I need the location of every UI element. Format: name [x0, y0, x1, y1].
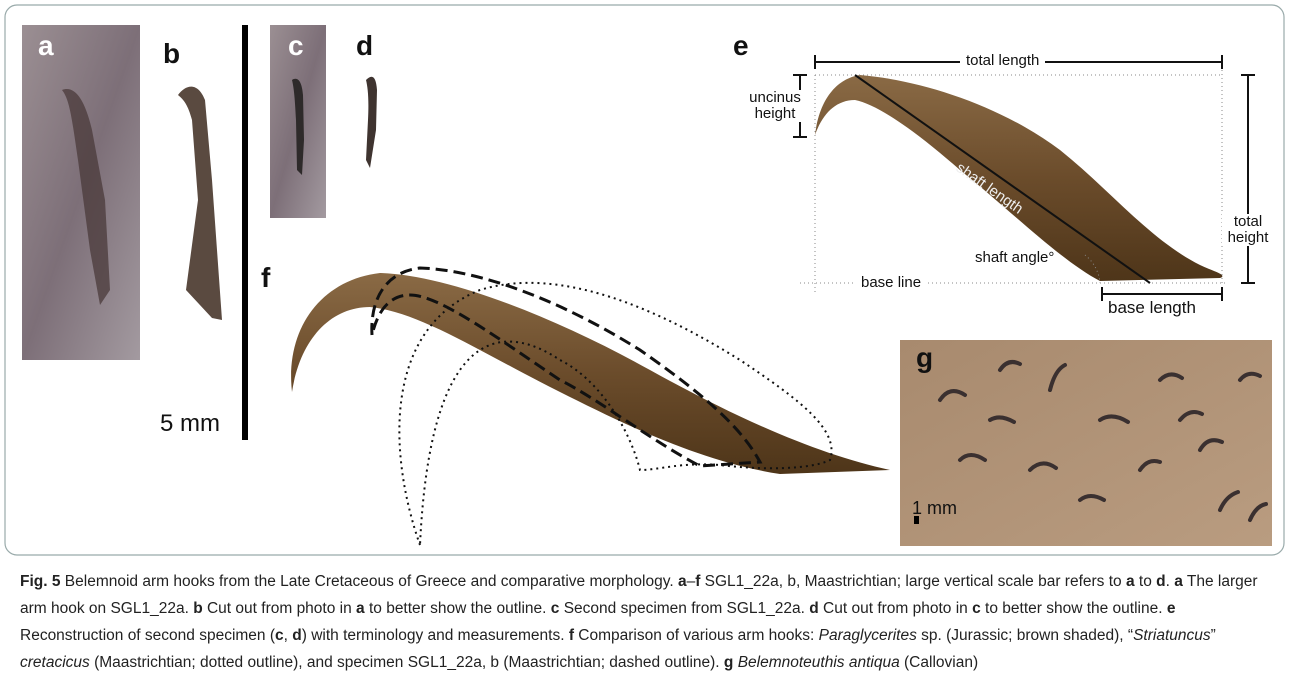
panel-label: g: [916, 342, 933, 374]
caption-run: ,: [284, 627, 293, 644]
measure-label: base line: [855, 275, 927, 291]
caption-run: a: [1174, 573, 1183, 590]
hook-b: [178, 87, 222, 320]
caption-run: g: [724, 654, 733, 671]
caption-run: a: [356, 600, 365, 617]
measure-label: shaft angle°: [975, 250, 1054, 266]
caption-run: Comparison of various arm hooks:: [574, 627, 819, 644]
caption-run: to: [1135, 573, 1157, 590]
panel-label: e: [733, 30, 749, 62]
measure-label: base length: [1108, 300, 1196, 316]
caption-run: Paraglycerites: [819, 627, 917, 644]
caption-run: cretacicus: [20, 654, 90, 671]
caption-run: Cut out from photo in: [819, 600, 972, 617]
caption-run: sp. (Jurassic; brown shaded), “: [917, 627, 1133, 644]
scale-label: 5 mm: [160, 410, 220, 438]
photo-a: [22, 25, 140, 360]
figure: [0, 0, 1290, 560]
caption-run: (Maastrichtian; dotted outline), and spe…: [90, 654, 724, 671]
panel-label: b: [163, 38, 180, 70]
caption-run: to better show the outline.: [981, 600, 1167, 617]
caption-run: Belemnoid arm hooks from the Late Cretac…: [60, 573, 677, 590]
panel-label: c: [288, 30, 304, 62]
caption-run: Belemnoteuthis antiqua: [738, 654, 900, 671]
caption-run: Reconstruction of second specimen (: [20, 627, 275, 644]
caption-run: (Callovian): [900, 654, 978, 671]
caption-run: d: [292, 627, 301, 644]
caption-run: SGL1_22a, b, Maastrichtian; large vertic…: [700, 573, 1126, 590]
caption-run: to better show the outline.: [365, 600, 551, 617]
caption-run: a: [1126, 573, 1135, 590]
caption-run: b: [193, 600, 202, 617]
caption-run: Second specimen from SGL1_22a.: [559, 600, 809, 617]
panel-label: d: [356, 30, 373, 62]
caption-run: –: [687, 573, 696, 590]
panel-label: a: [38, 30, 54, 62]
measure-label: total height: [1222, 214, 1274, 246]
caption-run: a: [678, 573, 687, 590]
caption: Fig. 5 Belemnoid arm hooks from the Late…: [20, 568, 1270, 676]
hook-f: [291, 273, 890, 474]
caption-run: Striatuncus: [1133, 627, 1211, 644]
caption-run: ) with terminology and measurements.: [302, 627, 569, 644]
caption-run: c: [972, 600, 981, 617]
measure-label: total length: [960, 53, 1045, 69]
scale-bar: [242, 25, 248, 440]
caption-run: Fig. 5: [20, 573, 60, 590]
page: a b c d e f g 5 mm total length uncinus …: [0, 0, 1290, 700]
caption-run: d: [1156, 573, 1165, 590]
caption-run: .: [1166, 573, 1175, 590]
caption-run: d: [809, 600, 818, 617]
caption-run: c: [275, 627, 284, 644]
measure-label: uncinus height: [745, 90, 805, 122]
caption-run: ”: [1211, 627, 1216, 644]
panel-label: f: [261, 262, 270, 294]
hook-d: [366, 77, 377, 168]
caption-run: e: [1167, 600, 1176, 617]
caption-run: Cut out from photo in: [203, 600, 356, 617]
scale-label: 1 mm: [912, 498, 957, 518]
